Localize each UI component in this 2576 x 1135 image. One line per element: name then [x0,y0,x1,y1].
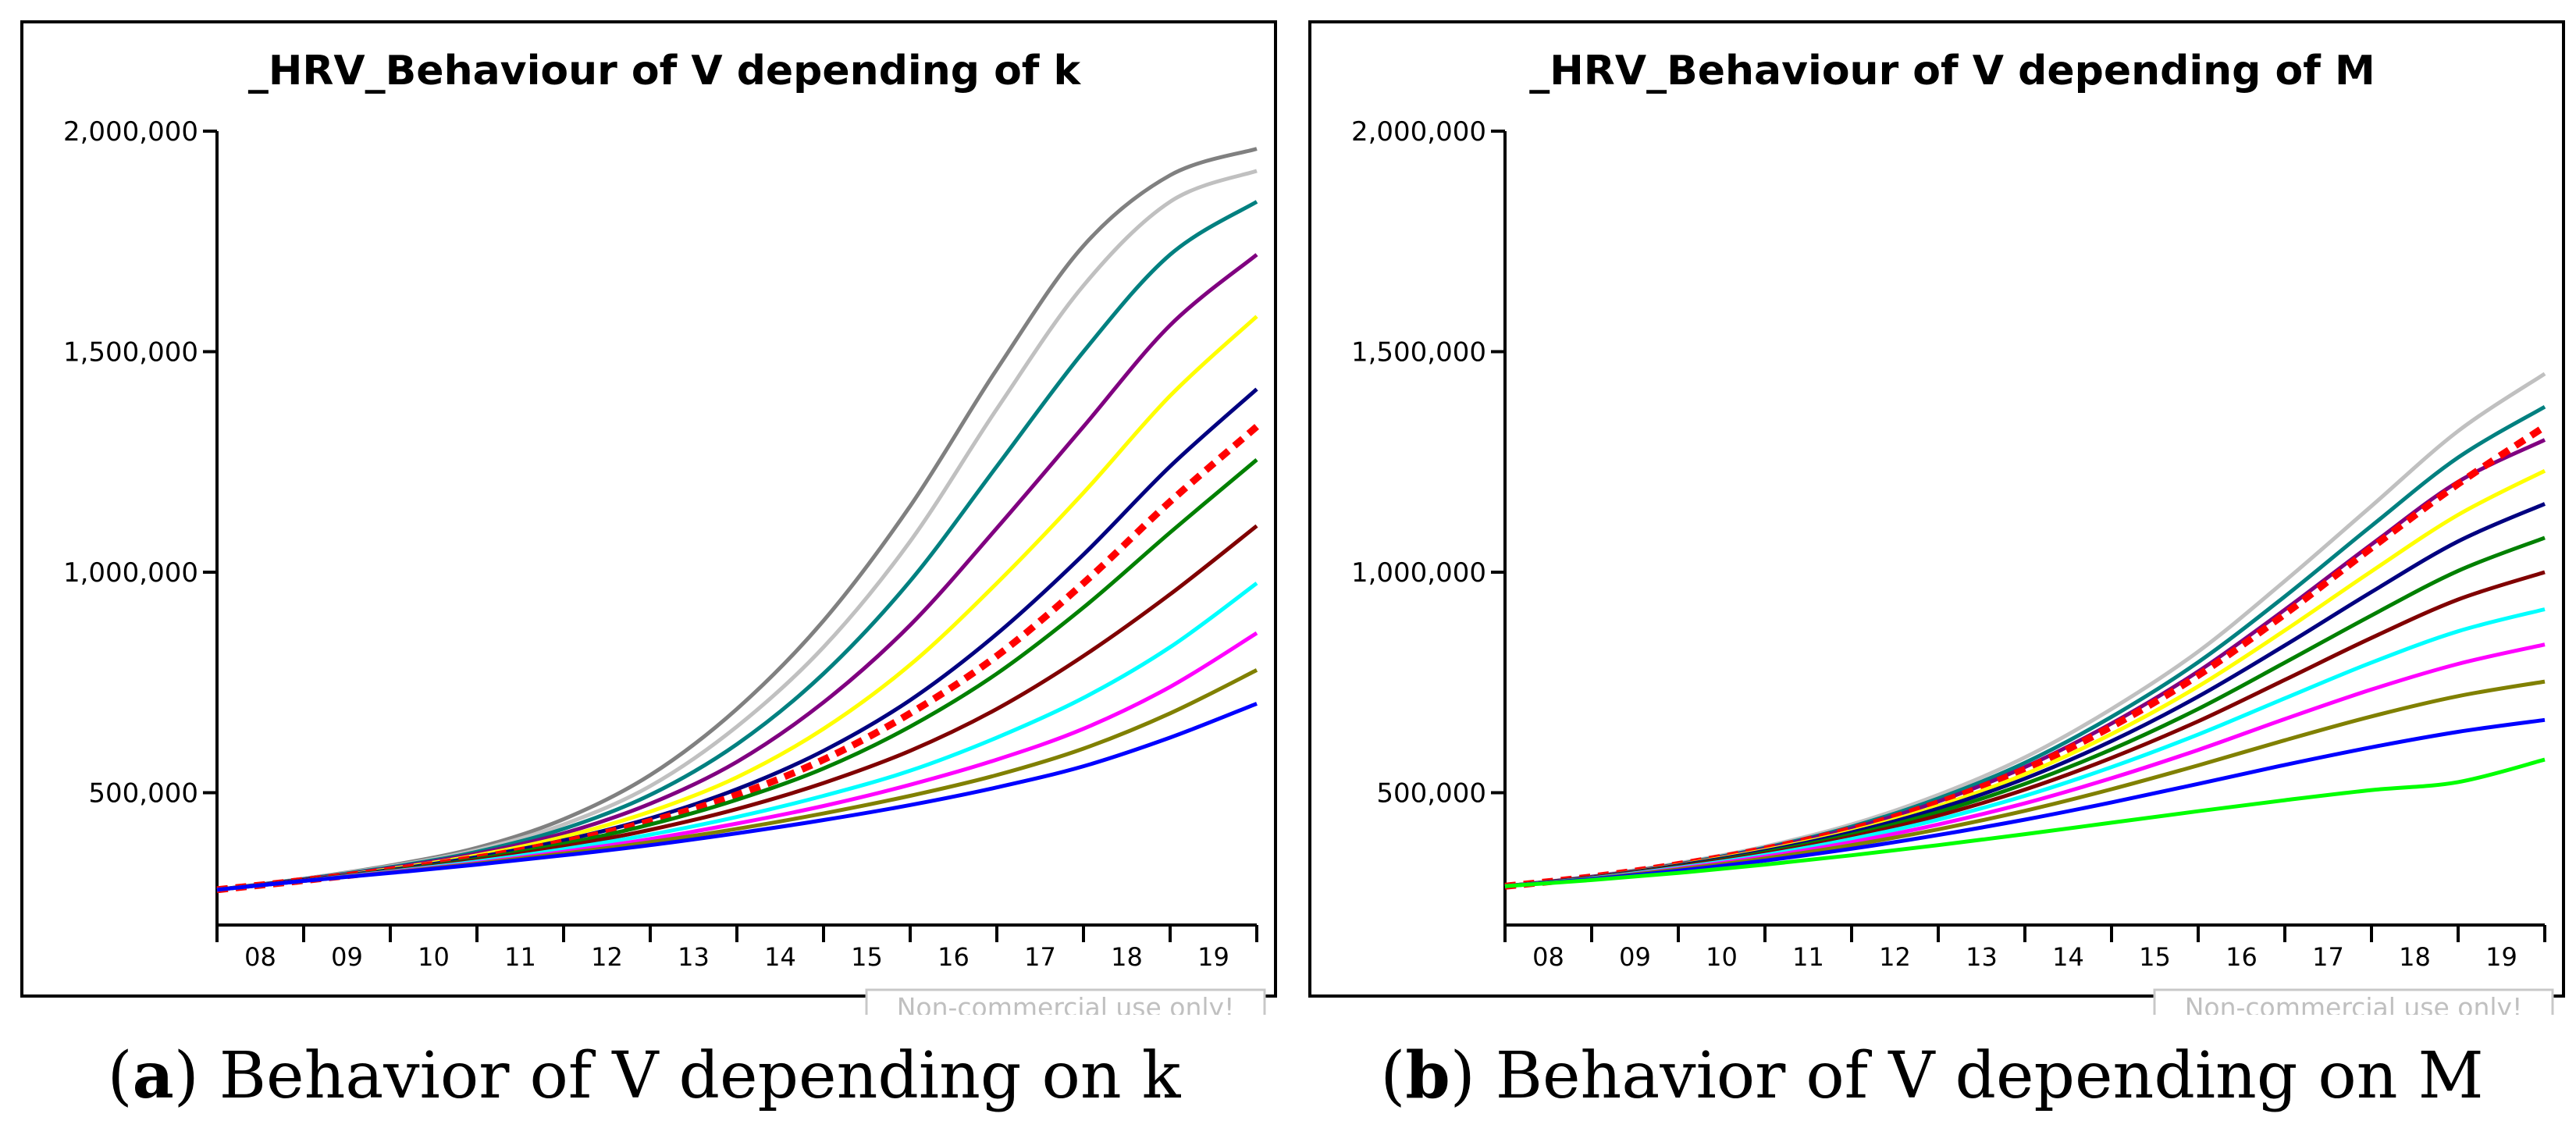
chart-frame [20,20,1277,998]
x-tick-label: 12 [591,942,623,972]
y-tick-label: 2,000,000 [1351,116,1486,148]
x-tick-label: 11 [504,942,536,972]
x-tick-label: 14 [2052,942,2084,972]
x-tick-label: 11 [1792,942,1824,972]
x-tick-label: 10 [1706,942,1738,972]
y-tick-label: 500,000 [88,778,198,809]
x-tick-label: 14 [764,942,796,972]
figure-caption-a: (a) Behavior of V depending on k [107,1038,1181,1113]
chart-frame [1308,20,2565,998]
x-tick-label: 16 [938,942,970,972]
x-tick-label: 15 [851,942,883,972]
line-chart-m: _HRV_Behaviour of V depending of M 500,00… [1308,20,2565,1015]
series-line-blue [1504,717,2546,888]
x-tick-label: 08 [1532,942,1564,972]
chart-panel-b: _HRV_Behaviour of V depending of M 500,00… [1288,0,2576,1135]
y-tick-label: 1,500,000 [63,337,198,368]
y-tick-label: 1,000,000 [63,557,198,589]
x-tick-label: 16 [2226,942,2258,972]
chart-title: _HRV_Behaviour of V depending of k [248,48,1082,94]
y-tick-label: 1,500,000 [1351,337,1486,368]
x-tick-label: 09 [331,942,363,972]
x-tick-label: 17 [2312,942,2344,972]
caption-letter: a [132,1038,174,1113]
watermark-text: Non-commercial use only! [2185,992,2523,1015]
x-tick-label: 18 [1111,942,1143,972]
x-tick-label: 15 [2139,942,2171,972]
line-chart-k: _HRV_Behaviour of V depending of k 500,00… [20,20,1277,1015]
watermark-box [865,988,1266,1015]
x-tick-label: 17 [1024,942,1056,972]
chart-panel-a: _HRV_Behaviour of V depending of k 500,00… [20,20,1277,1113]
watermark-text: Non-commercial use only! [897,992,1235,1015]
caption-text: ) Behavior of V depending on M [1450,1039,2484,1113]
chart-title: _HRV_Behaviour of V depending of M [1529,48,2375,94]
y-tick-label: 2,000,000 [63,116,198,148]
watermark-box [2153,988,2554,1015]
y-tick-label: 500,000 [1376,778,1486,809]
x-tick-label: 09 [1619,942,1651,972]
series-line-lime [1504,757,2546,888]
x-tick-label: 19 [1197,942,1229,972]
x-tick-label: 08 [244,942,276,972]
x-tick-label: 13 [678,942,710,972]
x-tick-label: 10 [418,942,450,972]
series-line-blue [216,702,1258,892]
figure-caption-b: (b) Behavior of V depending on M [1380,1038,2484,1113]
caption-text: ) Behavior of V depending on k [173,1039,1181,1113]
x-tick-label: 18 [2399,942,2431,972]
x-tick-label: 12 [1879,942,1911,972]
caption-letter: b [1405,1038,1450,1113]
x-tick-label: 19 [2485,942,2517,972]
x-tick-label: 13 [1966,942,1998,972]
y-tick-label: 1,000,000 [1351,557,1486,589]
